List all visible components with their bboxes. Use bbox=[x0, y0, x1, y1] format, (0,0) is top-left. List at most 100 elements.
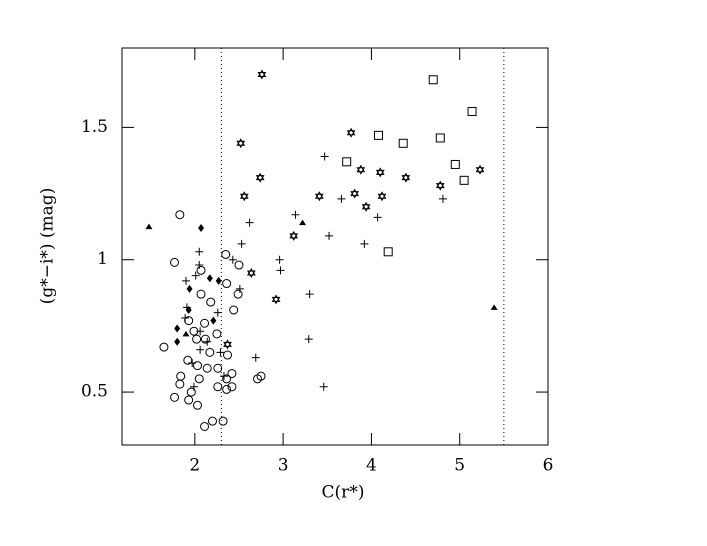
point-circle bbox=[227, 369, 237, 379]
point-circle bbox=[176, 371, 186, 381]
point-triangle bbox=[182, 330, 190, 337]
point-plus bbox=[216, 348, 225, 357]
point-circle bbox=[233, 289, 243, 299]
point-circle bbox=[234, 260, 244, 270]
point-plus bbox=[235, 284, 244, 293]
point-circle bbox=[218, 416, 228, 426]
point-star bbox=[346, 127, 356, 138]
point-triangle bbox=[145, 223, 153, 230]
y-axis-label: (g*−i*) (mag) bbox=[38, 188, 58, 305]
point-star bbox=[236, 138, 246, 149]
point-circle bbox=[194, 374, 204, 384]
point-star bbox=[375, 167, 385, 178]
point-square bbox=[342, 157, 352, 167]
point-circle bbox=[207, 416, 217, 426]
x-tick-label: 4 bbox=[366, 456, 377, 476]
point-square bbox=[435, 133, 445, 143]
point-plus bbox=[195, 247, 204, 256]
point-star bbox=[271, 294, 281, 305]
point-circle bbox=[206, 297, 216, 307]
point-diamond bbox=[215, 276, 222, 285]
point-circle bbox=[175, 210, 185, 220]
y-tick-label: 1 bbox=[97, 249, 108, 269]
point-plus bbox=[213, 308, 222, 317]
point-circle bbox=[200, 318, 210, 328]
point-square bbox=[450, 159, 460, 169]
point-plus bbox=[203, 337, 212, 346]
point-circle bbox=[159, 342, 169, 352]
point-circle bbox=[186, 387, 196, 397]
point-plus bbox=[360, 239, 369, 248]
point-circle bbox=[170, 392, 180, 402]
point-plus bbox=[182, 303, 191, 312]
point-plus bbox=[196, 345, 205, 354]
point-circle bbox=[192, 334, 202, 344]
point-plus bbox=[337, 194, 346, 203]
point-circle bbox=[222, 374, 232, 384]
point-circle bbox=[170, 257, 180, 267]
point-star bbox=[246, 267, 256, 278]
point-diamond bbox=[206, 274, 213, 283]
point-square bbox=[373, 130, 383, 140]
point-circle bbox=[192, 400, 202, 410]
point-plus bbox=[305, 290, 314, 299]
point-circle bbox=[213, 363, 223, 373]
point-square bbox=[398, 138, 408, 148]
point-square bbox=[428, 75, 438, 85]
point-plus bbox=[304, 335, 313, 344]
x-tick-label: 3 bbox=[278, 456, 289, 476]
point-diamond bbox=[198, 223, 205, 232]
x-tick-label: 6 bbox=[543, 456, 554, 476]
point-circle bbox=[183, 355, 193, 365]
point-circle bbox=[175, 379, 185, 389]
point-plus bbox=[245, 218, 254, 227]
point-star bbox=[314, 191, 324, 202]
point-circle bbox=[196, 289, 206, 299]
point-diamond bbox=[174, 337, 181, 346]
point-circle bbox=[184, 395, 194, 405]
point-star bbox=[350, 188, 360, 199]
point-circle bbox=[253, 374, 263, 384]
point-plus bbox=[182, 276, 191, 285]
point-circle bbox=[205, 347, 215, 357]
point-circle bbox=[227, 382, 237, 392]
point-circle bbox=[202, 363, 212, 373]
point-circle bbox=[221, 249, 231, 259]
point-triangle bbox=[299, 219, 307, 226]
point-plus bbox=[291, 210, 300, 219]
point-plus bbox=[276, 266, 285, 275]
point-triangle bbox=[490, 304, 498, 310]
point-circle bbox=[229, 305, 239, 315]
point-circle bbox=[196, 265, 206, 275]
x-tick-label: 5 bbox=[454, 456, 465, 476]
point-circle bbox=[212, 329, 222, 339]
point-circle bbox=[184, 316, 194, 326]
point-circle bbox=[192, 361, 202, 371]
point-star bbox=[356, 164, 366, 175]
point-star bbox=[289, 230, 299, 241]
x-tick-label: 2 bbox=[189, 456, 200, 476]
point-circle bbox=[200, 421, 210, 431]
point-star bbox=[223, 339, 232, 350]
point-plus bbox=[325, 231, 334, 240]
point-star bbox=[377, 191, 387, 202]
point-star bbox=[361, 201, 371, 212]
point-plus bbox=[275, 255, 284, 264]
point-plus bbox=[195, 261, 204, 270]
x-axis-label: C(r*) bbox=[322, 483, 365, 503]
point-plus bbox=[237, 239, 246, 248]
point-circle bbox=[222, 384, 232, 394]
point-diamond bbox=[210, 316, 217, 325]
point-plus bbox=[438, 194, 447, 203]
point-plus bbox=[251, 353, 260, 362]
point-plus bbox=[228, 255, 237, 264]
point-star bbox=[435, 180, 445, 191]
point-square bbox=[467, 107, 477, 117]
y-tick-label: 1.5 bbox=[81, 117, 108, 137]
point-star bbox=[257, 69, 267, 80]
point-square bbox=[383, 247, 393, 257]
point-circle bbox=[200, 334, 210, 344]
y-tick-label: 0.5 bbox=[81, 382, 108, 402]
point-square bbox=[459, 175, 469, 185]
